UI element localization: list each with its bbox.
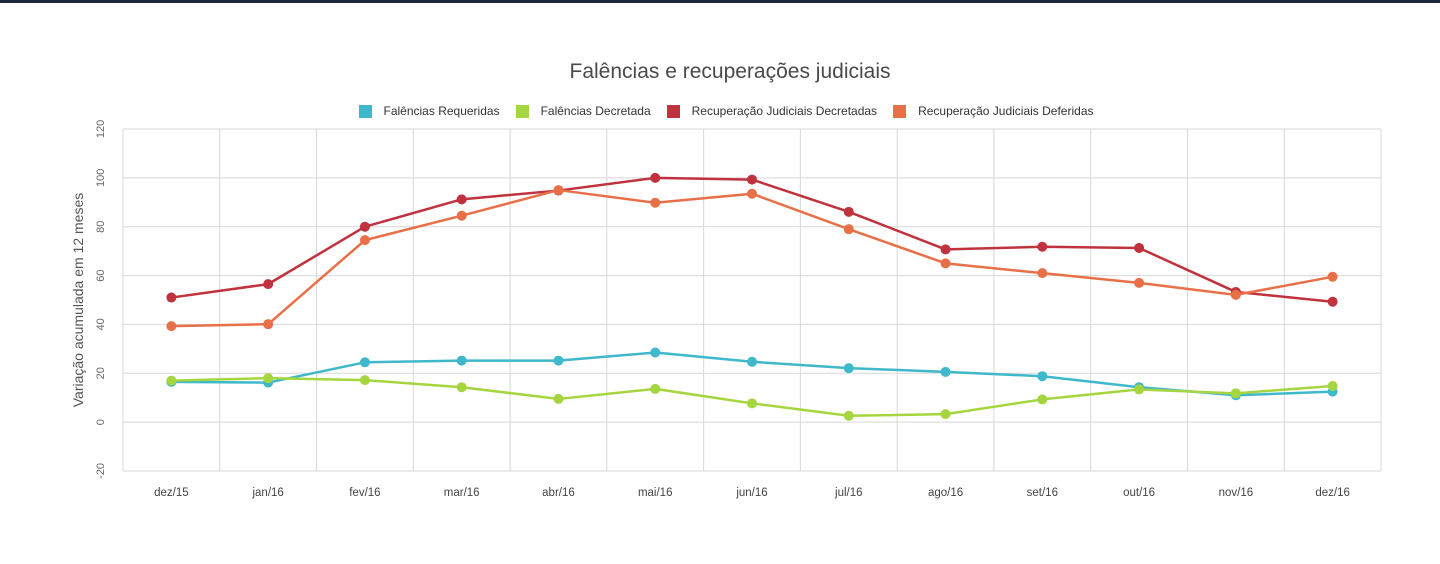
x-tick-label: out/16 bbox=[1123, 487, 1155, 499]
data-point bbox=[553, 393, 564, 404]
data-point bbox=[843, 363, 854, 374]
data-point bbox=[1327, 380, 1338, 391]
data-point bbox=[456, 382, 467, 393]
data-point bbox=[940, 244, 951, 255]
x-tick-label: mar/16 bbox=[444, 487, 480, 499]
data-point bbox=[843, 206, 854, 217]
x-tick-label: mai/16 bbox=[638, 487, 673, 499]
chart-title: Falências e recuperações judiciais bbox=[569, 60, 891, 83]
data-point bbox=[843, 224, 854, 235]
data-point bbox=[747, 174, 757, 185]
data-point bbox=[843, 410, 854, 421]
data-point bbox=[166, 375, 177, 386]
data-point bbox=[359, 357, 370, 368]
data-point bbox=[553, 355, 564, 366]
data-point bbox=[553, 185, 564, 196]
data-point bbox=[940, 409, 951, 420]
data-point bbox=[650, 383, 661, 394]
data-point bbox=[166, 292, 177, 303]
x-tick-label: jan/16 bbox=[251, 487, 283, 499]
series-line bbox=[171, 376, 1333, 418]
data-point bbox=[1037, 394, 1048, 405]
x-tick-label: jul/16 bbox=[834, 487, 863, 499]
legend-item-falencias-requeridas[interactable]: Falências Requeridas bbox=[358, 104, 500, 118]
y-tick-label: 80 bbox=[95, 221, 107, 233]
data-point bbox=[263, 279, 274, 290]
data-point bbox=[650, 347, 661, 358]
legend-item-recuperacao-deferidas[interactable]: Recuperação Judiciais Deferidas bbox=[893, 104, 1094, 118]
data-point bbox=[1037, 241, 1048, 252]
legend-swatch bbox=[893, 104, 907, 118]
data-point bbox=[1327, 271, 1338, 282]
x-tick-label: fev/16 bbox=[349, 487, 380, 499]
data-point bbox=[940, 258, 951, 269]
data-point bbox=[650, 172, 661, 183]
data-point bbox=[359, 375, 370, 386]
y-tick-label: 40 bbox=[95, 318, 107, 330]
data-point bbox=[747, 398, 757, 409]
data-point bbox=[1230, 388, 1241, 399]
x-tick-label: ago/16 bbox=[928, 487, 963, 499]
data-point bbox=[1134, 277, 1145, 288]
legend-label: Falências Decretada bbox=[540, 104, 651, 118]
legend-label: Falências Requeridas bbox=[383, 104, 500, 118]
data-point bbox=[456, 194, 467, 205]
data-point bbox=[1134, 384, 1145, 395]
data-point bbox=[456, 210, 467, 221]
data-point bbox=[1134, 242, 1145, 253]
y-tick-label: 100 bbox=[95, 169, 107, 187]
x-tick-label: jun/16 bbox=[735, 487, 767, 499]
data-point bbox=[359, 221, 370, 232]
x-tick-label: set/16 bbox=[1027, 487, 1058, 499]
legend-label: Recuperação Judiciais Deferidas bbox=[918, 104, 1094, 118]
x-tick-label: abr/16 bbox=[542, 487, 575, 499]
legend-swatch bbox=[666, 104, 680, 118]
data-point bbox=[359, 235, 370, 246]
data-point bbox=[1037, 371, 1048, 382]
legend-item-falencias-decretada[interactable]: Falências Decretada bbox=[515, 104, 651, 118]
x-tick-label: dez/16 bbox=[1315, 487, 1350, 499]
data-point bbox=[166, 321, 177, 332]
data-point bbox=[1230, 289, 1241, 300]
data-point bbox=[263, 373, 274, 384]
legend-swatch bbox=[515, 104, 529, 118]
chart-legend: Falências Requeridas Falências Decretada… bbox=[0, 104, 1440, 118]
data-point bbox=[1327, 296, 1338, 307]
data-point bbox=[747, 356, 757, 367]
x-tick-label: nov/16 bbox=[1219, 487, 1254, 499]
data-point bbox=[940, 366, 951, 377]
y-tick-label: 20 bbox=[95, 367, 107, 379]
legend-swatch bbox=[358, 104, 372, 118]
data-point bbox=[263, 319, 274, 330]
y-tick-label: 60 bbox=[95, 269, 107, 281]
data-point bbox=[1037, 268, 1048, 279]
y-tick-label: -20 bbox=[95, 463, 107, 479]
data-point bbox=[456, 355, 467, 366]
legend-item-recuperacao-decretadas[interactable]: Recuperação Judiciais Decretadas bbox=[666, 104, 878, 118]
data-point bbox=[650, 197, 661, 208]
y-tick-label: 120 bbox=[95, 120, 107, 138]
top-border bbox=[0, 0, 1440, 3]
y-tick-label: 0 bbox=[95, 419, 107, 425]
x-tick-label: dez/15 bbox=[154, 487, 189, 499]
data-point bbox=[747, 188, 757, 199]
legend-label: Recuperação Judiciais Decretadas bbox=[691, 104, 878, 118]
